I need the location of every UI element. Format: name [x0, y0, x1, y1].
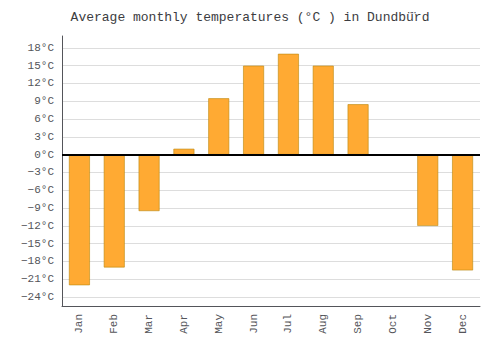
svg-text:−21°C: −21°C	[21, 273, 54, 285]
svg-text:18°C: 18°C	[28, 42, 55, 54]
svg-text:−18°C: −18°C	[21, 255, 54, 267]
svg-text:15°C: 15°C	[28, 60, 55, 72]
svg-text:9°C: 9°C	[34, 95, 54, 107]
svg-text:−12°C: −12°C	[21, 220, 54, 232]
svg-text:Apr: Apr	[178, 314, 190, 334]
svg-text:Dec: Dec	[457, 314, 469, 334]
svg-text:Aug: Aug	[317, 314, 329, 334]
svg-text:−9°C: −9°C	[28, 202, 55, 214]
svg-text:Jan: Jan	[73, 314, 85, 334]
svg-text:−24°C: −24°C	[21, 291, 54, 303]
svg-text:Feb: Feb	[108, 314, 120, 334]
svg-text:Jul: Jul	[282, 314, 294, 334]
svg-text:−3°C: −3°C	[28, 166, 55, 178]
svg-text:Average monthly temperatures (: Average monthly temperatures (°C ) in Du…	[71, 10, 430, 25]
svg-text:Oct: Oct	[387, 314, 399, 334]
svg-text:−6°C: −6°C	[28, 184, 55, 196]
svg-text:May: May	[213, 314, 225, 334]
svg-text:12°C: 12°C	[28, 77, 55, 89]
svg-text:3°C: 3°C	[34, 131, 54, 143]
svg-text:0°C: 0°C	[34, 149, 54, 161]
svg-text:−15°C: −15°C	[21, 238, 54, 250]
svg-text:Mar: Mar	[143, 314, 155, 334]
svg-text:6°C: 6°C	[34, 113, 54, 125]
svg-text:Nov: Nov	[422, 314, 434, 334]
svg-text:Sep: Sep	[352, 314, 364, 334]
svg-text:Jun: Jun	[248, 314, 260, 334]
